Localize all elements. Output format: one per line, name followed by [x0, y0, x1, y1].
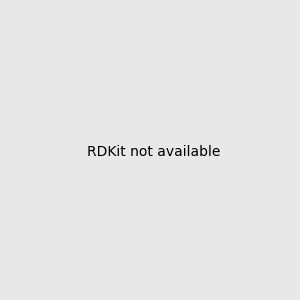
Text: RDKit not available: RDKit not available [87, 145, 220, 158]
